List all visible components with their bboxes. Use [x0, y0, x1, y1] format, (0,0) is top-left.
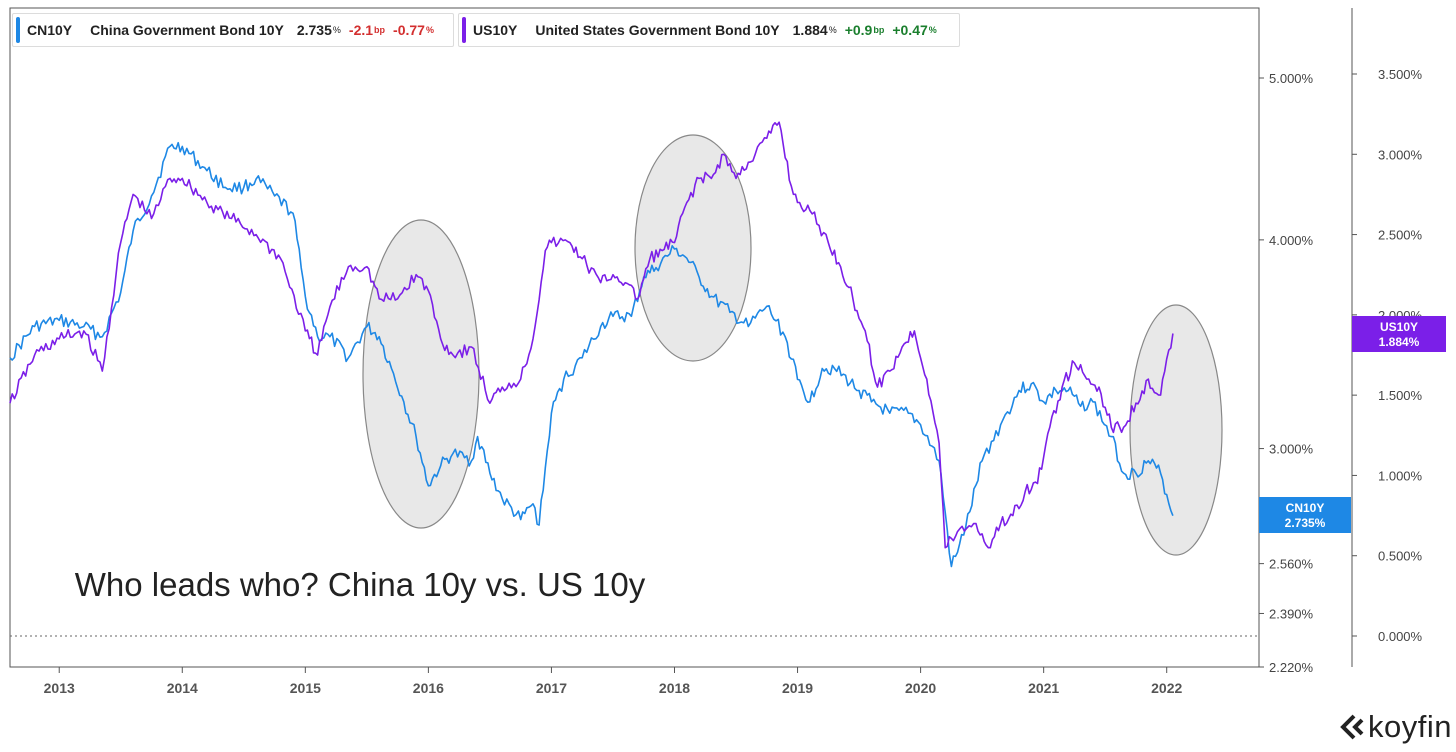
x-tick-label: 2015	[290, 680, 321, 696]
series-line-us10y	[9, 121, 1174, 549]
x-tick-label: 2018	[659, 680, 690, 696]
last-value-badge-cn10y	[1259, 497, 1351, 533]
legend-symbol: CN10Y	[27, 22, 73, 38]
x-tick-label: 2019	[782, 680, 813, 696]
plot-frame	[9, 7, 1260, 668]
legend-last-value: 1.884	[792, 22, 828, 38]
legend-change-pct: +0.47	[892, 22, 928, 38]
right-axis-tick-label: 1.500%	[1378, 388, 1423, 403]
x-tick-label: 2014	[167, 680, 198, 696]
legend-last-value: 2.735	[296, 22, 332, 38]
right-axis-tick-label: 3.000%	[1378, 147, 1423, 162]
chart-title: Who leads who? China 10y vs. US 10y	[74, 566, 646, 603]
last-value-badge-value: 2.735%	[1285, 516, 1326, 530]
series-line-cn10y	[9, 141, 1174, 568]
x-tick-label: 2017	[536, 680, 567, 696]
last-value-badge-label: US10Y	[1380, 320, 1418, 334]
legend-change-pct: -0.77	[393, 22, 425, 38]
left-axis-tick-label: 2.560%	[1269, 557, 1314, 572]
x-tick-label: 2020	[905, 680, 936, 696]
highlight-ellipse	[362, 219, 480, 529]
legend-change-bp: +0.9	[844, 22, 873, 38]
us10y-color-swatch	[462, 17, 466, 43]
right-axis-tick-label: 1.000%	[1378, 468, 1423, 483]
last-value-badge-value: 1.884%	[1379, 335, 1420, 349]
legend-change-bp: -2.1	[348, 22, 374, 38]
highlight-ellipse	[634, 134, 752, 362]
legend-cn10y[interactable]: CN10Y China Government Bond 10Y 2.735% -…	[12, 13, 454, 47]
x-tick-label: 2021	[1028, 680, 1059, 696]
legend-us10y[interactable]: US10Y United States Government Bond 10Y …	[458, 13, 960, 47]
left-axis-tick-label: 2.390%	[1269, 606, 1314, 621]
brand-name: koyfin	[1368, 709, 1452, 744]
last-value-badge-label: CN10Y	[1286, 501, 1325, 515]
left-axis-tick-label: 2.220%	[1269, 660, 1314, 675]
right-axis-tick-label: 2.500%	[1378, 228, 1423, 243]
last-value-badge-us10y	[1352, 316, 1446, 352]
left-axis-tick-label: 4.000%	[1269, 233, 1314, 248]
legend-symbol: US10Y	[473, 22, 518, 38]
left-axis-tick-label: 5.000%	[1269, 71, 1314, 86]
koyfin-chevron-icon	[1340, 714, 1364, 740]
x-tick-label: 2016	[413, 680, 444, 696]
x-tick-label: 2013	[44, 680, 75, 696]
highlight-ellipse	[1129, 304, 1223, 556]
koyfin-logo: koyfin	[1340, 709, 1452, 745]
legend-series-name: China Government Bond 10Y	[90, 22, 284, 38]
right-axis-tick-label: 0.000%	[1378, 629, 1423, 644]
legend-series-name: United States Government Bond 10Y	[535, 22, 780, 38]
x-tick-label: 2022	[1151, 680, 1182, 696]
right-axis-tick-label: 3.500%	[1378, 67, 1423, 82]
cn10y-color-swatch	[16, 17, 20, 43]
right-axis-tick-label: 0.500%	[1378, 549, 1423, 564]
left-axis-tick-label: 3.000%	[1269, 442, 1314, 457]
